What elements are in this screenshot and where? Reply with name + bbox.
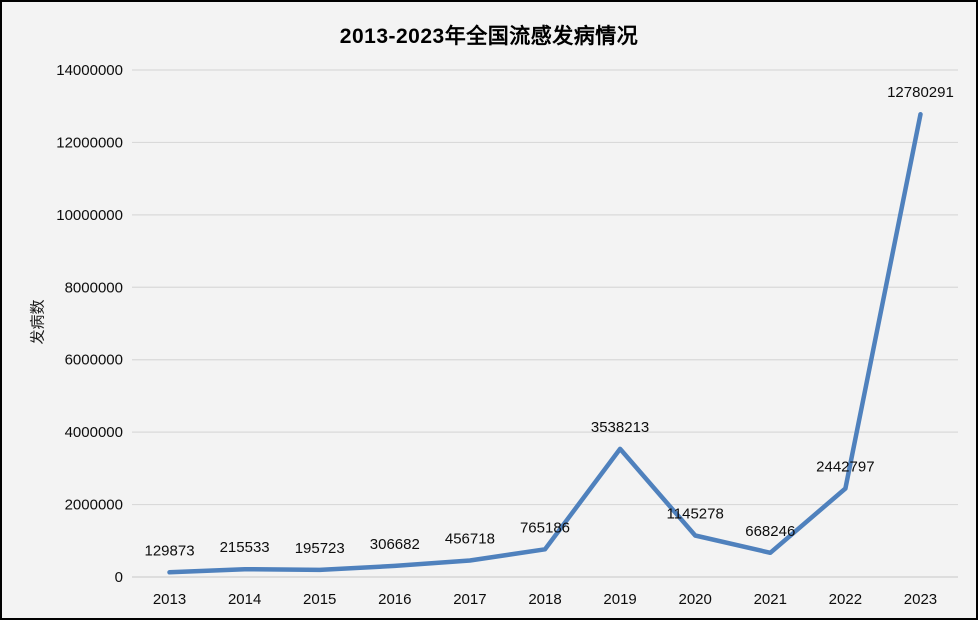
- y-tick-label: 0: [115, 569, 123, 586]
- y-tick-label: 4000000: [65, 424, 123, 441]
- data-label: 456718: [445, 530, 495, 547]
- data-series-line: [167, 111, 923, 575]
- x-tick-label: 2013: [153, 591, 186, 608]
- y-tick-label: 14000000: [56, 62, 123, 79]
- x-tick-label: 2021: [754, 591, 787, 608]
- y-tick-label: 8000000: [65, 279, 123, 296]
- data-label: 215533: [220, 539, 270, 556]
- data-label: 765186: [520, 519, 570, 536]
- data-label: 306682: [370, 536, 420, 553]
- x-tick-label: 2015: [303, 591, 336, 608]
- x-tick-label: 2019: [603, 591, 636, 608]
- x-tick-label: 2017: [453, 591, 486, 608]
- x-tick-label: 2018: [528, 591, 561, 608]
- data-label: 3538213: [591, 419, 649, 436]
- data-label: 129873: [145, 542, 195, 559]
- data-label: 12780291: [887, 84, 954, 101]
- data-label: 668246: [745, 523, 795, 540]
- y-tick-label: 2000000: [65, 497, 123, 514]
- data-label: 1145278: [667, 506, 724, 523]
- x-tick-label: 2014: [228, 591, 261, 608]
- x-tick-label: 2022: [829, 591, 862, 608]
- x-tick-label: 2020: [678, 591, 711, 608]
- x-tick-label: 2023: [904, 591, 937, 608]
- y-tick-label: 6000000: [65, 352, 123, 369]
- x-tick-label: 2016: [378, 591, 411, 608]
- y-tick-label: 12000000: [56, 134, 123, 151]
- data-label: 195723: [295, 540, 345, 557]
- data-label: 2442797: [816, 459, 874, 476]
- chart-title: 2013-2023年全国流感发病情况: [339, 25, 639, 48]
- y-tick-label: 10000000: [56, 207, 123, 224]
